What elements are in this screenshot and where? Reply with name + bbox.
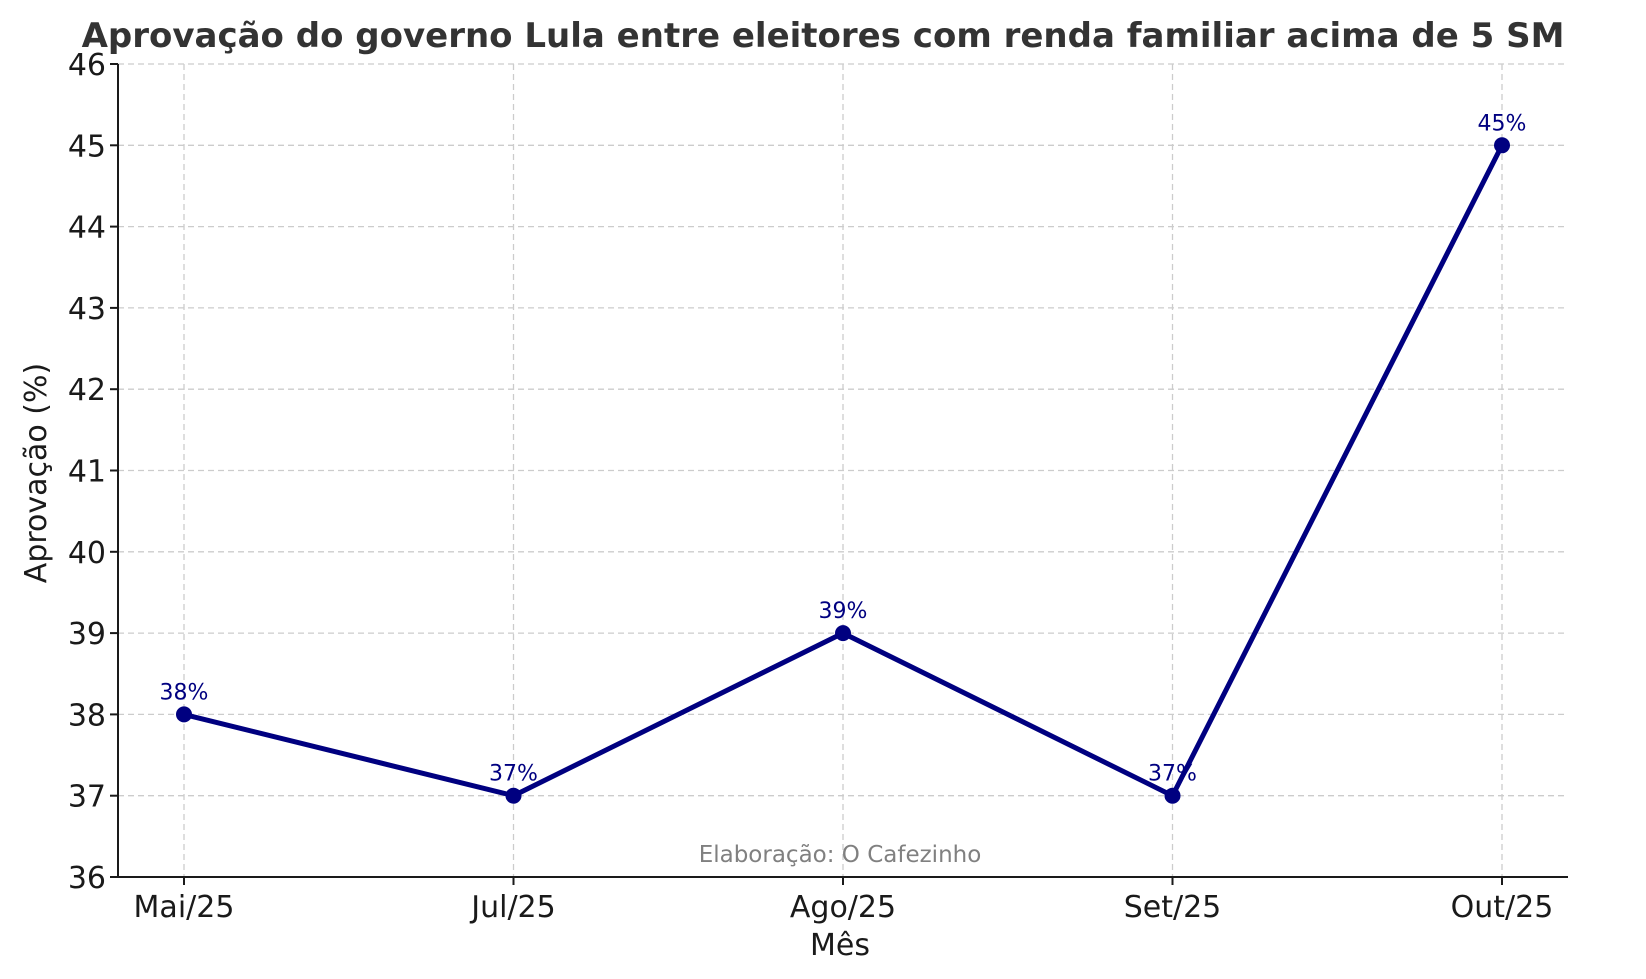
x-tick-label: Out/25	[1451, 890, 1554, 925]
data-label: 39%	[819, 599, 868, 624]
data-label: 37%	[489, 762, 538, 787]
grid	[118, 63, 1568, 878]
series: 38% 37% 39% 37% 45%	[160, 111, 1527, 804]
y-tick-label: 43	[68, 292, 106, 327]
data-label: 45%	[1478, 111, 1527, 136]
y-tick-label: 36	[68, 861, 106, 896]
y-tick-label: 38	[68, 698, 106, 733]
x-axis-ticks: Mai/25 Jul/25 Ago/25 Set/25 Out/25	[134, 877, 1554, 925]
y-tick-label: 39	[68, 617, 106, 652]
y-tick-label: 41	[68, 455, 106, 490]
y-tick-label: 42	[68, 373, 106, 408]
y-tick-label: 40	[68, 536, 106, 571]
data-point	[505, 787, 522, 804]
data-label: 38%	[160, 680, 209, 705]
data-point	[1494, 137, 1510, 154]
source-note: Elaboração: O Cafezinho	[699, 842, 982, 868]
x-axis-label: Mês	[810, 928, 870, 963]
data-point	[835, 625, 851, 642]
data-label: 37%	[1148, 762, 1197, 787]
x-tick-label: Mai/25	[134, 890, 235, 925]
data-point	[176, 706, 192, 723]
y-tick-label: 45	[68, 129, 106, 164]
x-tick-label: Ago/25	[790, 890, 896, 925]
y-axis-label: Aprovação (%)	[19, 363, 54, 583]
data-point	[1164, 787, 1181, 804]
y-tick-label: 37	[68, 780, 106, 815]
chart-title: Aprovação do governo Lula entre eleitore…	[82, 16, 1565, 56]
x-tick-label: Jul/25	[469, 890, 555, 925]
y-axis-ticks: 36 37 38 39 40 41 42 43 44 45 46	[68, 48, 118, 896]
x-tick-label: Set/25	[1124, 890, 1222, 925]
y-tick-label: 44	[68, 211, 106, 246]
y-tick-label: 46	[68, 48, 106, 83]
